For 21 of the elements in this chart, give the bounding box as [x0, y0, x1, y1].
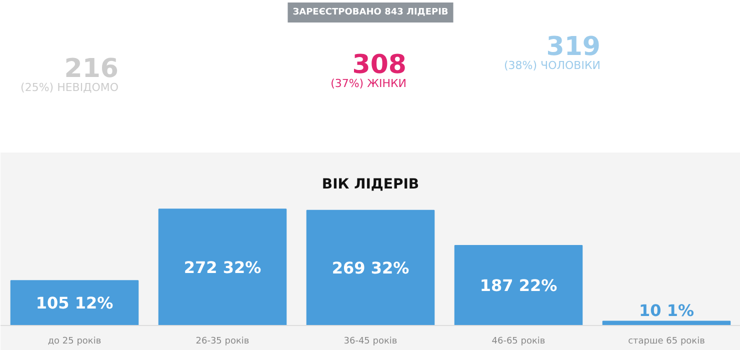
- data-label: 187 22%: [480, 276, 558, 295]
- x-tick-label: старше 65 років: [628, 336, 705, 346]
- text: (37%) ЖІНКИ: [330, 77, 407, 90]
- chart-title: ВІК ЛІДЕРІВ: [322, 176, 420, 192]
- bar: [454, 245, 583, 326]
- text: 308: [352, 50, 407, 80]
- data-label: 105 12%: [36, 294, 114, 313]
- text: ЗАРЕЄСТРОВАНО 843 ЛІДЕРІВ: [292, 8, 448, 18]
- data-label: 10 1%: [639, 301, 694, 320]
- bar: [10, 280, 139, 326]
- x-tick-label: 26-35 років: [196, 336, 250, 346]
- x-tick-label: до 25 років: [48, 336, 102, 346]
- x-tick-label: 36-45 років: [344, 336, 398, 346]
- bar: [602, 320, 731, 326]
- bar: [158, 208, 287, 326]
- text: 319: [546, 32, 601, 62]
- x-tick-label: 46-65 років: [492, 336, 546, 346]
- bar: [306, 210, 435, 326]
- data-label: 269 32%: [332, 258, 410, 278]
- text: (38%) ЧОЛОВІКИ: [504, 59, 601, 72]
- data-label: 272 32%: [184, 258, 262, 277]
